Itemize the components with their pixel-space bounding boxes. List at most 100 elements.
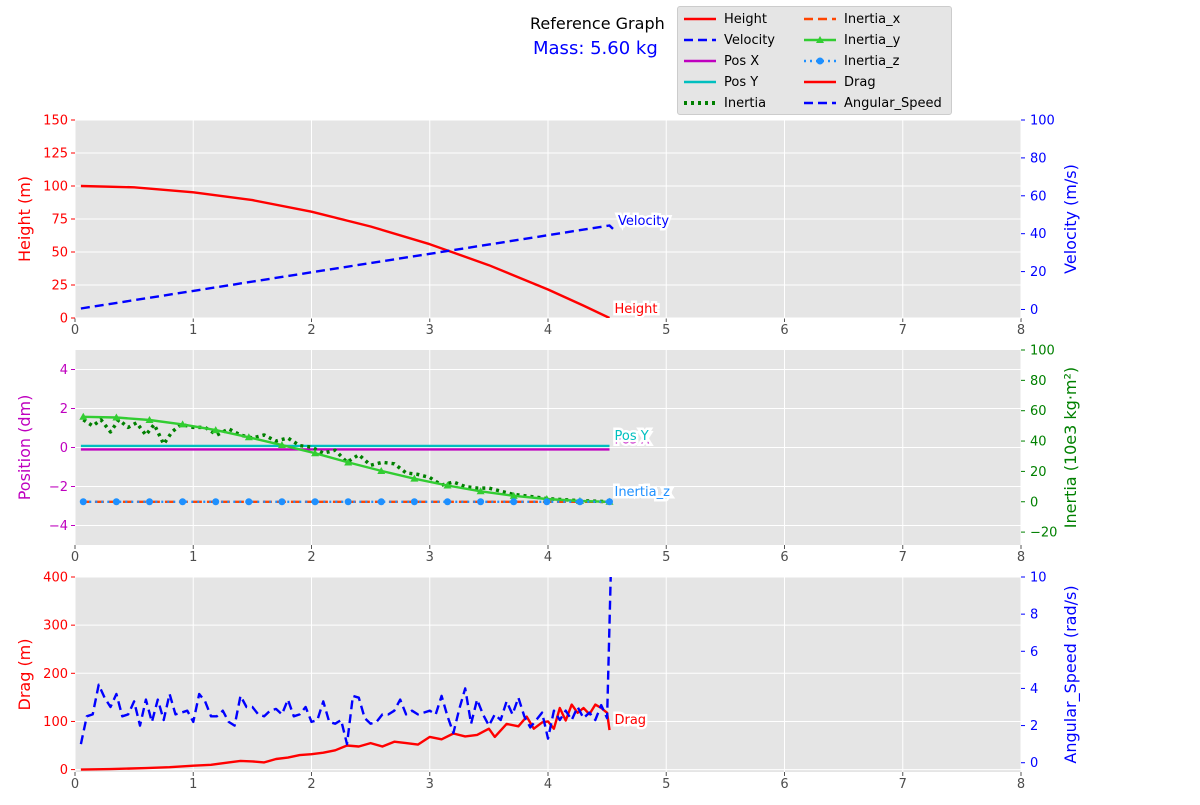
left-tick-label: 125: [43, 147, 68, 162]
legend-item-inertia: Inertia: [684, 93, 766, 113]
marker-inertia-z: [543, 498, 551, 506]
series-line-inertia: [82, 418, 610, 504]
legend-label: Inertia_x: [844, 11, 901, 27]
x-tick-label: 4: [544, 323, 552, 338]
right-tick-label: 2: [1030, 719, 1038, 734]
legend-label: Angular_Speed: [844, 95, 942, 111]
legend-swatch: [684, 80, 716, 84]
series-line-velocity: [80, 224, 614, 310]
end-label-inertia-z: Inertia_z: [614, 485, 670, 500]
end-label-drag: Drag: [614, 713, 646, 728]
right-tick-label: 100: [1030, 114, 1055, 129]
x-tick-label: 7: [899, 323, 907, 338]
x-tick-label: 6: [780, 323, 788, 338]
x-tick-label: 6: [780, 550, 788, 565]
x-tick-label: 2: [307, 550, 315, 565]
left-tick-label: 0: [60, 441, 68, 456]
legend-label: Pos Y: [724, 74, 759, 90]
x-tick-label: 6: [780, 777, 788, 792]
legend-swatch: [684, 17, 716, 21]
left-axis-label: Position (dm): [15, 395, 34, 501]
left-tick-label: 0: [60, 763, 68, 778]
left-tick-label: 100: [43, 715, 68, 730]
series-group: [80, 184, 614, 318]
right-tick-label: 8: [1030, 608, 1038, 623]
legend-swatch: [684, 38, 716, 42]
marker-inertia-y: [509, 491, 518, 499]
left-tick-label: 50: [51, 246, 68, 261]
x-tick-label: 0: [71, 550, 79, 565]
marker-inertia-y: [145, 415, 154, 423]
x-tick-label: 8: [1017, 550, 1025, 565]
legend-swatch: [804, 36, 836, 43]
x-tick-label: 7: [899, 777, 907, 792]
marker-inertia-y: [277, 441, 286, 449]
figure-title: Reference Graph: [530, 14, 665, 33]
legend-swatch: [804, 17, 836, 21]
x-tick-label: 8: [1017, 323, 1025, 338]
marker-inertia-z: [443, 498, 451, 506]
marker-inertia-y: [476, 487, 485, 495]
end-label-inertia-x: Inertia_x: [614, 485, 671, 500]
right-axis-label: Angular_Speed (rad/s): [1061, 585, 1081, 763]
left-tick-label: 75: [51, 213, 68, 228]
right-tick-label: 100: [1030, 344, 1055, 359]
x-tick-label: 5: [662, 550, 670, 565]
right-tick-label: 10: [1030, 571, 1047, 586]
right-tick-label: 20: [1030, 265, 1047, 280]
panel-position-inertia: 0 1 2 3 4 5 6 7 8−4−2024−20020406080100Position …: [15, 344, 1080, 566]
marker-inertia-y: [344, 458, 353, 466]
end-label-inertia-y: Inertia_y: [614, 485, 671, 500]
legend-item-velocity: Velocity: [684, 30, 775, 50]
x-tick-label: 3: [426, 777, 434, 792]
marker-inertia-y: [311, 449, 320, 457]
legend-swatch: [804, 101, 836, 105]
marker-inertia-z: [344, 498, 352, 506]
marker-inertia-z: [245, 498, 253, 506]
left-tick-label: 4: [60, 363, 68, 378]
left-tick-label: −4: [49, 519, 68, 534]
end-label-velocity: Velocity: [618, 214, 669, 229]
mass-label: Mass: 5.60 kg: [533, 38, 658, 59]
x-tick-label: 2: [307, 777, 315, 792]
marker-inertia-z: [79, 498, 87, 506]
legend: Height Velocity Pos X Pos Y Inertia Inertia_x…: [677, 6, 952, 115]
left-tick-label: 300: [43, 619, 68, 634]
marker-inertia-y: [112, 413, 121, 421]
legend-label: Inertia: [724, 95, 767, 111]
series-group: [79, 577, 612, 771]
x-tick-label: 5: [662, 323, 670, 338]
marker-inertia-z: [112, 498, 120, 506]
right-tick-label: 40: [1030, 435, 1047, 450]
legend-label: Inertia_z: [844, 53, 900, 69]
x-tick-label: 4: [544, 550, 552, 565]
marker-inertia-z: [377, 498, 385, 506]
right-axis-label: Velocity (m/s): [1061, 164, 1080, 274]
left-tick-label: −2: [49, 480, 68, 495]
legend-label: Height: [724, 11, 767, 27]
left-tick-label: 2: [60, 402, 68, 417]
legend-label: Drag: [844, 74, 876, 90]
legend-item-drag: Drag: [804, 72, 876, 92]
x-tick-label: 1: [189, 323, 197, 338]
left-axis-label: Height (m): [15, 176, 34, 262]
marker-inertia-y: [79, 412, 88, 420]
x-tick-label: 8: [1017, 777, 1025, 792]
right-tick-label: 80: [1030, 151, 1047, 166]
marker-inertia-z: [179, 498, 187, 506]
legend-item-pos-y: Pos Y: [684, 72, 758, 92]
legend-item-height: Height: [684, 9, 767, 29]
x-tick-label: 7: [899, 550, 907, 565]
x-tick-label: 3: [426, 550, 434, 565]
marker-inertia-z: [212, 498, 220, 506]
right-tick-label: 6: [1030, 645, 1038, 660]
legend-item-inertia-z: Inertia_z: [804, 51, 899, 71]
left-tick-label: 150: [43, 114, 68, 129]
left-tick-label: 0: [60, 312, 68, 327]
right-tick-label: 0: [1030, 756, 1038, 771]
marker-inertia-y: [377, 466, 386, 474]
x-tick-label: 0: [71, 323, 79, 338]
marker-inertia-z: [410, 498, 418, 506]
